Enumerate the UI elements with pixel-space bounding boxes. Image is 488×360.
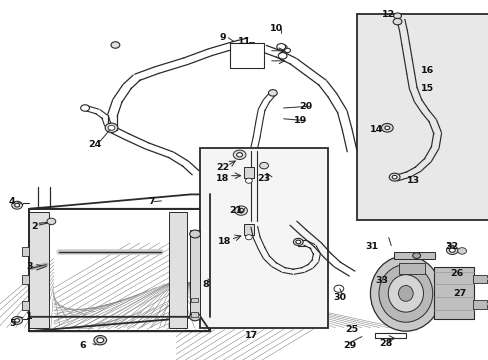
Text: 2: 2 bbox=[31, 222, 38, 231]
Circle shape bbox=[233, 150, 245, 159]
Bar bbox=[433, 267, 473, 319]
Bar bbox=[22, 301, 29, 310]
Circle shape bbox=[268, 90, 277, 96]
Bar bbox=[22, 247, 29, 256]
Bar bbox=[393, 252, 434, 259]
Text: 26: 26 bbox=[449, 269, 463, 278]
Circle shape bbox=[245, 178, 252, 183]
Circle shape bbox=[457, 248, 466, 254]
Ellipse shape bbox=[378, 265, 432, 322]
Bar bbox=[472, 275, 486, 283]
Bar bbox=[190, 312, 198, 317]
Text: 16: 16 bbox=[420, 66, 434, 75]
Circle shape bbox=[446, 246, 457, 255]
Bar bbox=[398, 263, 425, 274]
Circle shape bbox=[448, 248, 454, 252]
Circle shape bbox=[105, 123, 118, 132]
Text: 25: 25 bbox=[345, 325, 358, 333]
Text: 27: 27 bbox=[452, 289, 466, 298]
Circle shape bbox=[97, 338, 103, 343]
Circle shape bbox=[278, 53, 286, 59]
Circle shape bbox=[47, 218, 56, 225]
Text: 15: 15 bbox=[421, 84, 433, 93]
Bar bbox=[189, 230, 200, 317]
Circle shape bbox=[12, 201, 22, 209]
Circle shape bbox=[259, 162, 268, 169]
Ellipse shape bbox=[387, 275, 423, 312]
Text: 18: 18 bbox=[218, 237, 231, 246]
Ellipse shape bbox=[370, 256, 440, 331]
Bar bbox=[29, 209, 210, 331]
Circle shape bbox=[15, 203, 20, 207]
Text: 32: 32 bbox=[445, 242, 458, 251]
Text: 14: 14 bbox=[369, 125, 383, 134]
Circle shape bbox=[388, 173, 399, 181]
Text: 10: 10 bbox=[269, 24, 282, 33]
Text: 8: 8 bbox=[202, 280, 208, 289]
Text: 1: 1 bbox=[26, 312, 33, 321]
Circle shape bbox=[111, 42, 120, 48]
Text: 5: 5 bbox=[9, 320, 16, 328]
Circle shape bbox=[189, 230, 200, 238]
Text: 11: 11 bbox=[237, 37, 251, 46]
Circle shape bbox=[412, 253, 420, 258]
Circle shape bbox=[108, 125, 115, 130]
Text: 22: 22 bbox=[215, 163, 229, 172]
Text: 4: 4 bbox=[9, 197, 16, 206]
Circle shape bbox=[279, 45, 286, 50]
Circle shape bbox=[293, 238, 303, 246]
Text: 20: 20 bbox=[299, 102, 311, 111]
Circle shape bbox=[295, 240, 300, 244]
Bar bbox=[356, 14, 488, 220]
Text: 12: 12 bbox=[381, 10, 395, 19]
Circle shape bbox=[189, 313, 200, 321]
Bar bbox=[190, 298, 198, 302]
Text: 23: 23 bbox=[257, 174, 270, 183]
Text: 29: 29 bbox=[342, 341, 356, 350]
Circle shape bbox=[81, 105, 89, 111]
Bar bbox=[243, 224, 254, 235]
Bar bbox=[374, 333, 406, 338]
Circle shape bbox=[12, 316, 22, 324]
Bar bbox=[472, 300, 486, 309]
Ellipse shape bbox=[398, 285, 412, 301]
Text: 13: 13 bbox=[406, 176, 419, 185]
Bar bbox=[168, 212, 187, 328]
Text: 7: 7 bbox=[148, 197, 155, 206]
Circle shape bbox=[276, 44, 285, 50]
Text: 30: 30 bbox=[333, 292, 346, 302]
Bar bbox=[229, 43, 264, 68]
Circle shape bbox=[234, 206, 247, 215]
Bar bbox=[243, 167, 254, 178]
Text: 19: 19 bbox=[293, 116, 307, 125]
Bar bbox=[22, 275, 29, 284]
Text: 33: 33 bbox=[374, 276, 387, 285]
Circle shape bbox=[94, 336, 106, 345]
Circle shape bbox=[245, 235, 252, 240]
Text: 21: 21 bbox=[229, 206, 243, 215]
Circle shape bbox=[392, 18, 401, 25]
Bar bbox=[29, 212, 49, 328]
Circle shape bbox=[381, 123, 392, 132]
Circle shape bbox=[393, 13, 401, 19]
Circle shape bbox=[15, 319, 20, 322]
Text: 18: 18 bbox=[215, 174, 229, 183]
Text: 9: 9 bbox=[219, 33, 225, 42]
Circle shape bbox=[238, 208, 244, 213]
Text: 28: 28 bbox=[379, 339, 392, 348]
Text: 6: 6 bbox=[80, 341, 86, 350]
Text: 24: 24 bbox=[88, 140, 102, 149]
Circle shape bbox=[333, 285, 343, 292]
Bar bbox=[200, 148, 327, 328]
Text: 17: 17 bbox=[244, 331, 258, 340]
Text: 3: 3 bbox=[26, 262, 33, 271]
Circle shape bbox=[236, 153, 242, 157]
Circle shape bbox=[284, 48, 290, 53]
Circle shape bbox=[391, 175, 396, 179]
Circle shape bbox=[384, 126, 389, 130]
Text: 31: 31 bbox=[365, 242, 377, 251]
